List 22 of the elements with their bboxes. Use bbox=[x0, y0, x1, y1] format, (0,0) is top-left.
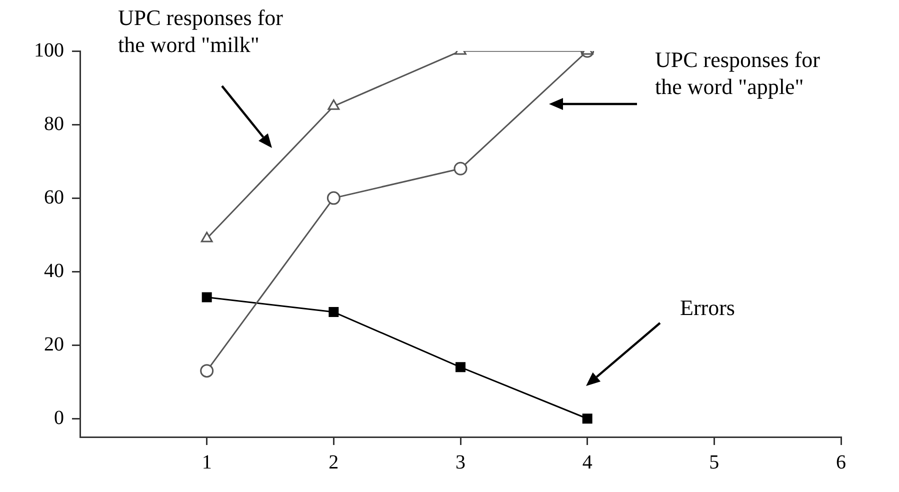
annotation: UPC responses for the word "apple" bbox=[655, 46, 821, 99]
point bbox=[328, 307, 339, 317]
point bbox=[200, 364, 214, 378]
y-tick-label: 20 bbox=[44, 333, 64, 356]
point bbox=[456, 362, 466, 372]
annotation: Errors bbox=[680, 294, 735, 320]
x-tick-label: 1 bbox=[202, 451, 212, 474]
x-tick-label: 2 bbox=[328, 451, 339, 474]
y-tick-label: 80 bbox=[44, 112, 64, 135]
x-tick-label: 3 bbox=[456, 451, 466, 474]
point bbox=[326, 191, 340, 205]
point bbox=[454, 162, 468, 176]
x-tick-label: 4 bbox=[582, 451, 592, 474]
x-tick-label: 5 bbox=[709, 451, 720, 474]
x-tick-label: 6 bbox=[836, 451, 846, 474]
y-tick-label: 60 bbox=[44, 186, 64, 208]
y-tick-label: 0 bbox=[54, 406, 64, 429]
point bbox=[202, 292, 212, 302]
y-tick-label: 40 bbox=[44, 260, 64, 282]
annotation: UPC responses for the word "milk" bbox=[118, 4, 284, 57]
point bbox=[582, 414, 592, 424]
y-tick-label: 100 bbox=[34, 39, 64, 62]
